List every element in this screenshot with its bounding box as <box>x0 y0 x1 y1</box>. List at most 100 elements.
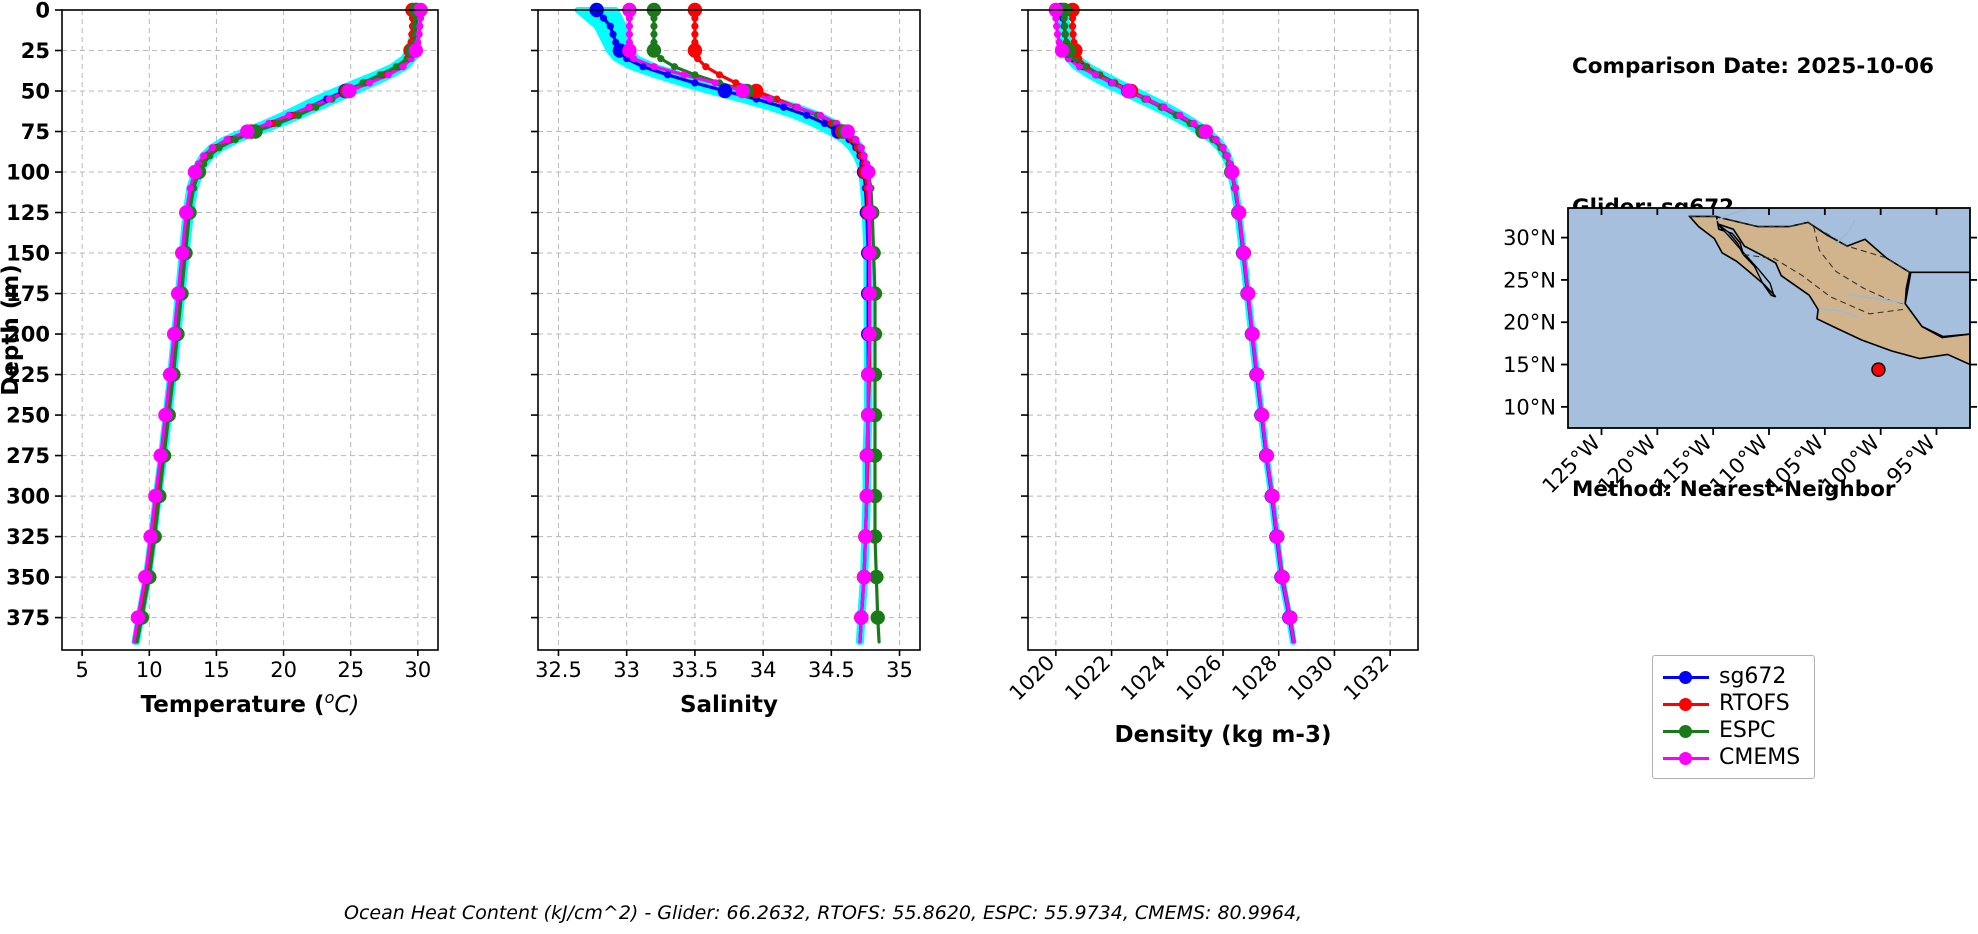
series-point-sg672 <box>779 103 788 111</box>
legend-item-CMEMS[interactable]: CMEMS <box>1663 744 1800 771</box>
series-marker-ESPC <box>870 610 885 625</box>
series-point-ESPC <box>691 71 699 79</box>
series-point-CMEMS <box>325 95 333 103</box>
y-tick-label: 225 <box>6 363 50 387</box>
legend-dot-icon <box>1679 751 1692 765</box>
series-point-sg672 <box>599 14 608 22</box>
series-point-RTOFS <box>732 79 740 87</box>
series-marker-CMEMS <box>170 286 186 301</box>
x-tick-label: 32.5 <box>535 658 582 682</box>
map-x-tick-label: 115°W <box>1649 430 1717 498</box>
series-marker-CMEMS <box>179 205 194 220</box>
series-point-CMEMS <box>1190 119 1198 128</box>
glider-location-marker <box>1871 362 1886 377</box>
series-point-RTOFS <box>1069 30 1077 38</box>
administrative-border <box>1743 253 1904 315</box>
plot-background <box>538 10 920 650</box>
series-marker-CMEMS <box>1054 43 1070 58</box>
series-point-CMEMS <box>416 22 424 30</box>
legend-item-ESPC[interactable]: ESPC <box>1663 717 1800 744</box>
axes-frame <box>61 9 439 651</box>
series-point-CMEMS <box>285 111 293 119</box>
x-tick-label: 5 <box>75 658 88 682</box>
map-x-tick-label: 105°W <box>1761 430 1829 498</box>
series-point-sg672 <box>639 63 647 71</box>
x-tick-label: 30 <box>404 658 431 682</box>
x-axis-title: Salinity <box>680 692 778 718</box>
map-x-tick-label: 100°W <box>1817 430 1885 498</box>
series-point-CMEMS <box>1212 136 1220 144</box>
series-point-ESPC <box>312 103 320 111</box>
legend-swatch-icon <box>1663 749 1709 767</box>
series-point-CMEMS <box>384 71 392 79</box>
series-marker-CMEMS <box>153 448 168 463</box>
series-point-sg672 <box>606 22 614 30</box>
series-marker-RTOFS <box>687 43 703 58</box>
series-point-RTOFS <box>691 30 699 38</box>
series-point-CMEMS <box>860 152 868 160</box>
series-point-RTOFS <box>1068 22 1077 30</box>
series-point-CMEMS <box>766 95 774 103</box>
series-point-ESPC <box>376 71 384 79</box>
series-point-CMEMS <box>852 136 860 144</box>
series-point-CMEMS <box>1075 63 1084 71</box>
series-marker-CMEMS <box>1282 610 1298 625</box>
map-y-tick-label: 15°N <box>1503 353 1556 377</box>
x-tick-label: 25 <box>337 658 364 682</box>
x-tick-label: 1028 <box>1227 651 1282 706</box>
series-marker-CMEMS <box>840 124 855 139</box>
series-point-CMEMS <box>857 144 865 152</box>
y-tick-label: 175 <box>6 282 50 306</box>
x-tick-label: 33 <box>613 658 640 682</box>
series-point-ESPC <box>1061 30 1069 38</box>
river <box>1819 307 1859 318</box>
series-point-CMEMS <box>816 111 825 119</box>
series-marker-CMEMS <box>1121 83 1137 99</box>
map-frame <box>1567 207 1971 429</box>
x-tick-label: 20 <box>270 658 297 682</box>
legend-swatch-icon <box>1663 695 1709 713</box>
legend-item-sg672[interactable]: sg672 <box>1663 663 1800 690</box>
series-point-CMEMS <box>865 184 874 192</box>
y-tick-label: 300 <box>6 485 50 509</box>
temperature-profile-panel: 5 10 15 20 25 30 0 25 50 75 100 125 150 175 200 225 250 2… <box>0 0 500 900</box>
method-label: Method: Nearest-Neighbor <box>1572 476 1896 502</box>
legend-label: sg672 <box>1719 664 1787 689</box>
series-marker-CMEMS <box>622 43 637 58</box>
series-point-CMEMS <box>208 144 216 152</box>
info-spacer <box>1572 126 1934 149</box>
x-tick-label: 34 <box>750 658 777 682</box>
series-point-CMEMS <box>1223 152 1231 160</box>
legend-swatch-icon <box>1663 722 1709 740</box>
series-marker-CMEMS <box>342 83 357 99</box>
series-marker-CMEMS <box>1265 488 1280 504</box>
series-marker-CMEMS <box>187 164 203 180</box>
series-point-CMEMS <box>1219 144 1227 152</box>
series-marker-CMEMS <box>862 286 877 301</box>
gulf-of-mexico <box>1904 271 1970 338</box>
series-marker-CMEMS <box>860 367 876 382</box>
series-point-sg672 <box>820 119 829 128</box>
map-y-tick-label: 10°N <box>1503 395 1556 419</box>
series-point-RTOFS <box>773 95 781 103</box>
legend-item-RTOFS[interactable]: RTOFS <box>1663 690 1800 717</box>
series-marker-CMEMS <box>860 407 876 423</box>
x-tick-label: 35 <box>886 658 913 682</box>
x-axis-title: Temperature (oC) <box>141 688 360 719</box>
series-point-sg672 <box>691 79 699 87</box>
x-tick-label: 15 <box>203 658 230 682</box>
salinity-profile-svg: 32.5 33 33.5 34 34.5 35 Salinity <box>531 2 921 718</box>
legend-swatch-icon <box>1663 668 1709 686</box>
series-marker-CMEMS <box>1269 529 1285 544</box>
ocean-heat-content-caption: Ocean Heat Content (kJ/cm^2) - Glider: 6… <box>344 902 1303 924</box>
river <box>1847 293 1905 304</box>
series-marker-CMEMS <box>1249 367 1265 382</box>
series-point-ESPC <box>1061 22 1069 30</box>
legend-label: CMEMS <box>1719 745 1801 770</box>
series-point-ESPC <box>274 119 282 128</box>
river <box>1835 220 1856 245</box>
y-tick-label: 325 <box>6 525 50 549</box>
y-tick-label: 250 <box>6 404 50 428</box>
x-tick-label: 10 <box>136 658 163 682</box>
